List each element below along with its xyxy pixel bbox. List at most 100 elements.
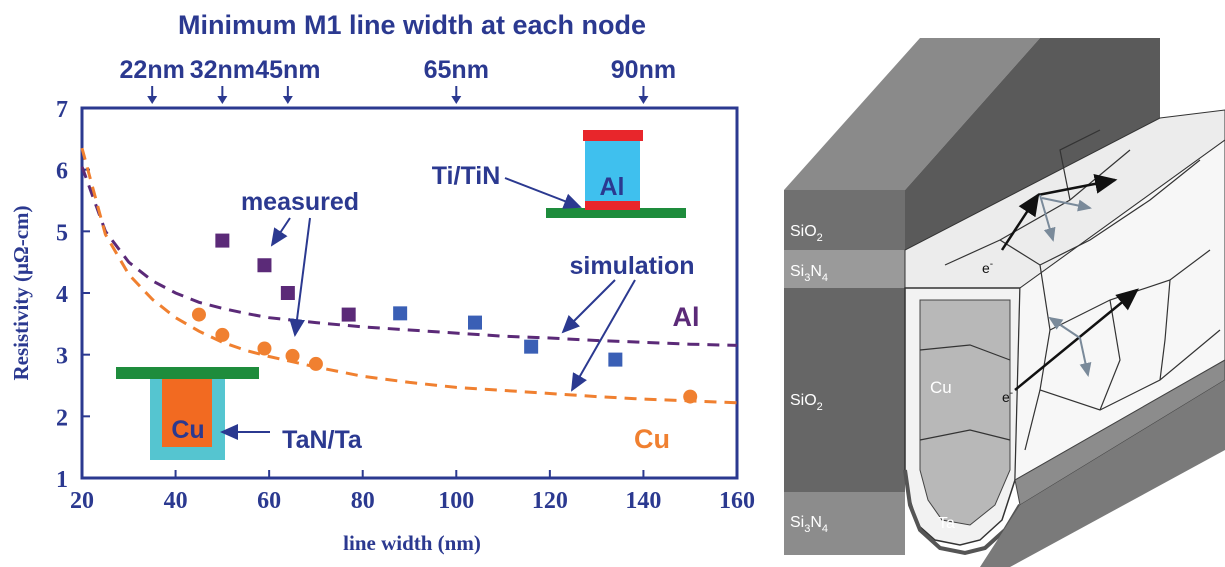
measured-point-al [257,258,272,273]
top-node-arrow-head [638,96,649,104]
grain-boundary-8 [1024,389,1041,451]
top-node-label: 90nm [611,56,676,84]
ta-barrier-front [903,469,1022,556]
grain-boundary-10 [919,429,1011,441]
sio2-mid-label: SiO2 [790,392,823,413]
si3n4-top-label: Si3N4 [790,263,828,284]
grain-boundary-3 [1059,129,1101,201]
y-tick-label: 3 [56,344,68,370]
sio2-mid-front [784,288,905,492]
cu-inset-label: Cu [171,416,204,444]
cu-inset-cap-bar [116,367,259,379]
y-tick-label: 5 [56,220,68,246]
x-tick-label: 60 [257,488,281,514]
measured-point-cu [683,389,698,404]
measured-annotation: measured [241,188,359,216]
top-node-label: 45nm [255,56,320,84]
annotation-arrows [220,177,636,440]
electron-2-scatter-1 [1048,316,1081,339]
measured-point-cu [285,348,300,363]
electron-label-2: e- [1002,388,1013,405]
simulation-curve-al [80,166,738,347]
al-inset-label: Al [600,173,625,201]
y-tick-label: 4 [56,282,68,308]
x-tick-label: 140 [625,488,661,514]
x-tick-label: 160 [719,488,755,514]
sio2-top-front [784,190,905,250]
top-node-arrow-head [282,96,293,104]
ta-structure-label: Ta [938,515,955,532]
electron-2-scatter-2 [1079,337,1092,377]
cu-grain-front [919,299,1011,526]
measured-point-al [215,233,230,248]
top-axis-nodes: 22nm 32nm 45nm 65nm 90nm [120,56,676,104]
measured-point-al [468,315,482,330]
top-node-arrow-head [147,96,158,104]
ti-tin-arrow [504,177,582,209]
electron-1-path-b [1037,174,1118,197]
x-axis-label: line width (nm) [343,531,481,555]
cu-structure-label: Cu [930,378,952,397]
cu-series-label: Cu [634,424,670,454]
tan-ta-annotation: TaN/Ta [282,426,363,454]
x-tick-label: 100 [438,488,474,514]
measured-point-al [393,306,408,321]
al-inset-bottom-liner [585,201,640,210]
y-tick-label: 2 [56,405,68,431]
x-axis-ticks: 20 40 60 80 100 120 140 160 [70,470,755,514]
al-inset-diagram: Al [546,130,686,218]
y-tick-label: 7 [56,97,68,123]
electron-2-path [1014,288,1139,391]
electron-1-scatter-2 [1041,197,1092,212]
y-tick-label: 6 [56,159,68,185]
measured-arrow-2 [289,217,311,337]
measured-points [191,233,698,404]
electron-label-1: e- [982,259,993,276]
electron-1-scatter-1 [1039,194,1056,242]
interconnect-3d-diagram: SiO2 Si3N4 SiO2 Si3N4 Cu Ta e- e- [784,38,1225,567]
al-inset-line [585,140,640,203]
al-inset-barrier-bar [546,208,686,218]
ti-tin-annotation: Ti/TiN [432,162,501,190]
x-tick-label: 40 [164,488,188,514]
measured-point-cu [308,356,323,371]
x-tick-label: 120 [532,488,568,514]
al-series-label: Al [673,302,700,332]
si3n4-bot-label: Si3N4 [790,514,828,535]
al-inset-top-liner [583,130,643,141]
y-tick-label: 1 [56,467,68,493]
measured-point-cu [191,307,206,322]
top-node-label: 32nm [190,56,255,84]
cu-inset-line [162,377,212,447]
ta-barrier-side [1014,359,1225,506]
grain-boundary-7 [1159,279,1171,381]
measured-arrow-1 [270,217,291,247]
top-node-label: 22nm [120,56,185,84]
si3n4-bot-front [784,492,905,555]
cu-inset-diagram: Cu [116,367,259,460]
measured-point-al [341,307,356,322]
measured-point-al [280,286,295,300]
top-axis-title: Minimum M1 line width at each node [178,10,646,40]
sio2-top-label: SiO2 [790,223,823,244]
simulation-arrow-1 [561,279,616,334]
grain-boundary-2 [999,159,1201,266]
simulation-arrow-2 [571,279,636,392]
si3n4-bot-side [980,380,1225,567]
y-axis-ticks: 1 2 3 4 5 6 7 [56,97,90,493]
sio2-top-side [905,38,1160,250]
simulation-annotation: simulation [569,252,694,280]
measured-point-cu [257,341,272,356]
top-node-arrow-head [451,96,462,104]
x-tick-label: 80 [351,488,375,514]
grain-boundary-6 [1099,299,1121,411]
measured-point-cu [215,327,230,342]
si3n4-top-front [784,250,905,288]
electron-1-path-a [1000,192,1040,251]
resistivity-chart: Minimum M1 line width at each node 22nm 3… [9,10,755,555]
electron-paths [1000,174,1139,391]
grain-boundary-9 [919,344,1011,361]
measured-point-al [608,352,623,367]
measured-point-al [524,339,539,354]
x-tick-label: 20 [70,488,94,514]
